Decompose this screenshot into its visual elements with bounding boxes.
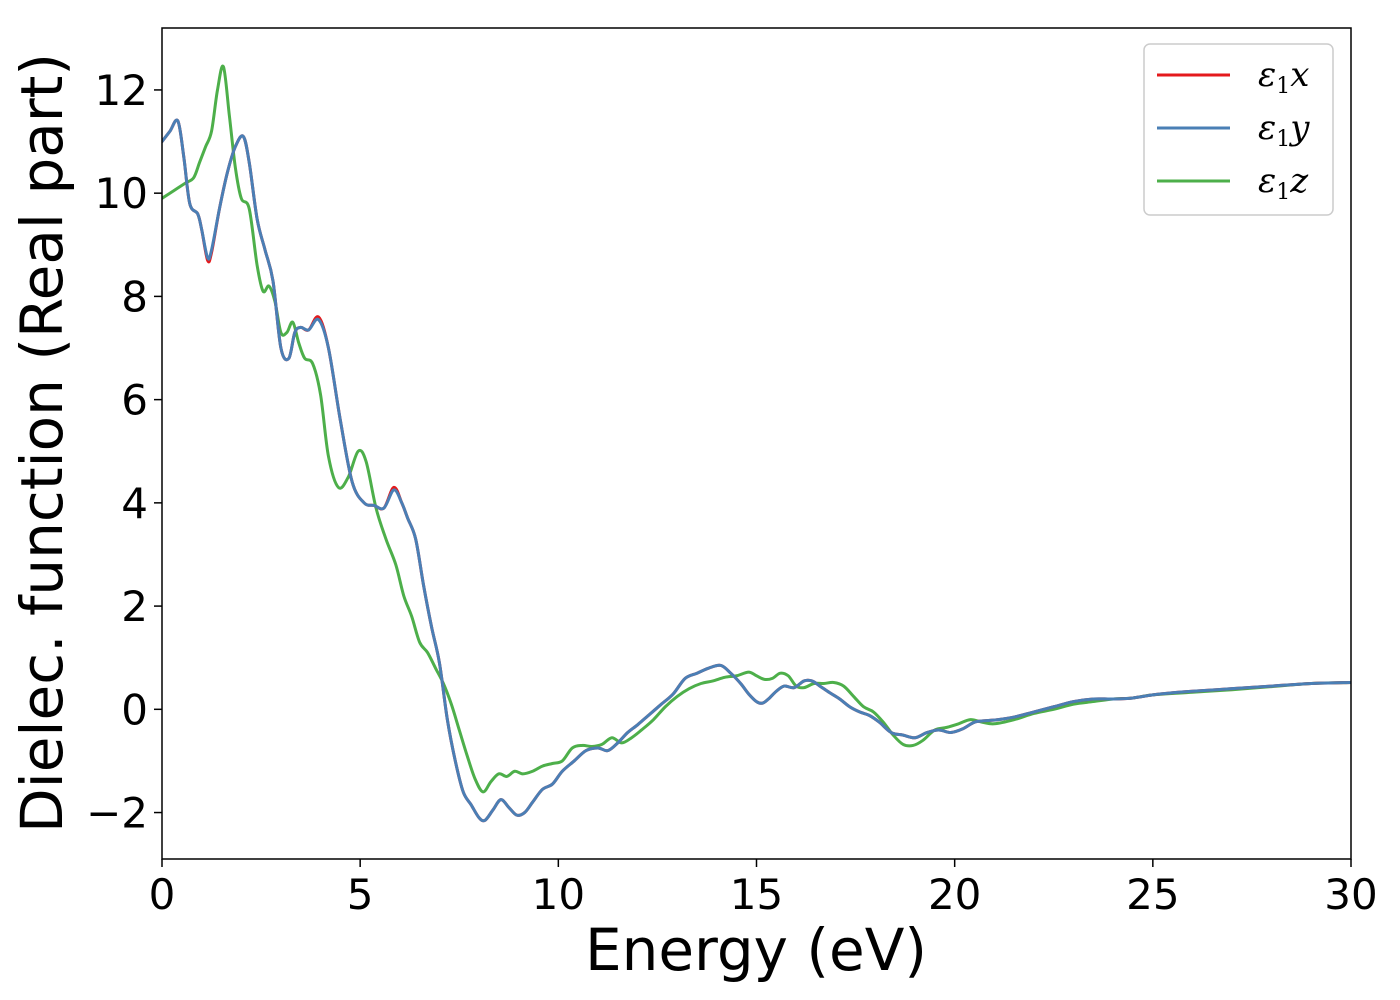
x-tick-label: 5 [347, 870, 374, 919]
x-tick-label: 10 [532, 870, 585, 919]
y-axis: −2 0 2 4 6 8 10 12 [86, 66, 162, 838]
plot-area [161, 27, 1352, 860]
legend-label-x: ε1x [1258, 55, 1309, 99]
series-line-y [162, 118, 1351, 823]
x-tick-label: 20 [928, 870, 981, 919]
x-tick-label: 0 [149, 870, 176, 919]
x-tick-label: 25 [1126, 870, 1179, 919]
x-tick-label: 15 [730, 870, 783, 919]
x-axis: 0 5 10 15 20 25 30 [149, 859, 1378, 919]
legend-box [1143, 43, 1334, 216]
legend-label-z: ε1z [1258, 161, 1309, 205]
y-tick-label: 4 [121, 479, 148, 528]
y-tick-label: 10 [95, 169, 148, 218]
legend-label-y: ε1y [1258, 108, 1310, 152]
y-tick-label: 8 [121, 272, 148, 321]
legend: ε1x ε1y ε1z [1143, 43, 1334, 216]
y-tick-label: 0 [121, 685, 148, 734]
y-tick-label: 6 [121, 376, 148, 425]
y-axis-label: Dielec. function (Real part) [8, 53, 76, 833]
y-tick-label: −2 [86, 789, 148, 838]
y-tick-label: 12 [95, 66, 148, 115]
x-axis-label: Energy (eV) [585, 916, 927, 984]
x-tick-label: 30 [1324, 870, 1377, 919]
y-tick-label: 2 [121, 582, 148, 631]
series-group [162, 64, 1351, 823]
